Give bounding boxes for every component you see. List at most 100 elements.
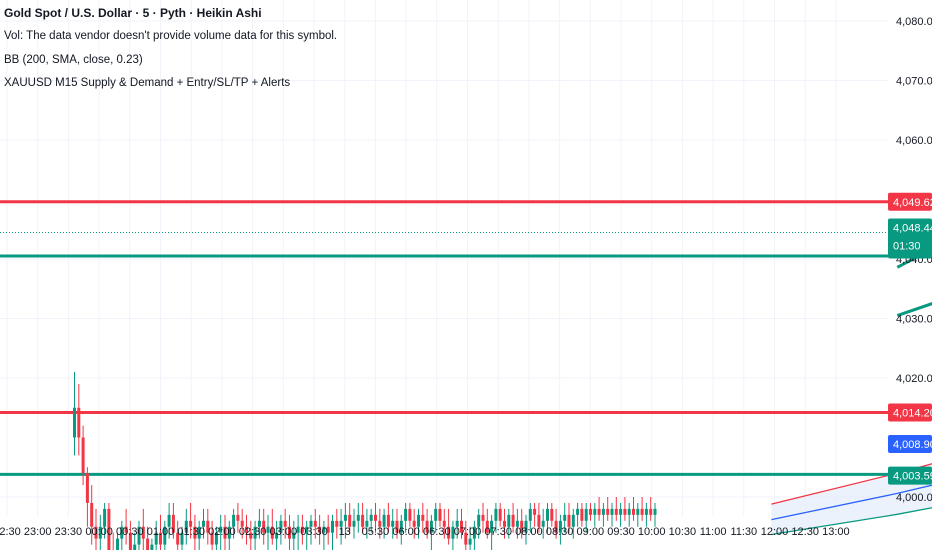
- candle-body: [425, 520, 429, 533]
- candle-body: [494, 508, 498, 521]
- candle-body: [318, 526, 322, 533]
- x-tick-label: 13: [339, 526, 351, 538]
- candle-body: [227, 526, 231, 539]
- candle-body: [584, 508, 588, 521]
- price-tag-label: 4,008.902: [893, 439, 932, 451]
- candle-body: [653, 508, 657, 515]
- candle-body: [369, 514, 373, 521]
- bollinger-lower-line: [771, 507, 932, 536]
- x-tick-label: 22:30: [0, 526, 21, 538]
- candle-body: [81, 437, 85, 474]
- candle-body: [279, 520, 283, 533]
- candle-body: [339, 520, 343, 527]
- price-tag-label: 4,048.448: [893, 223, 932, 235]
- candle-body: [610, 508, 614, 515]
- y-tick-label: 4,030.000: [896, 314, 932, 326]
- x-tick-label: 10:00: [638, 526, 666, 538]
- candle-body: [528, 508, 532, 521]
- candle-body: [472, 526, 476, 539]
- candle-body: [395, 520, 399, 533]
- candle-body: [313, 520, 317, 527]
- bollinger-basis-line: [771, 484, 932, 521]
- symbol-title[interactable]: Gold Spot / U.S. Dollar · 5 · Pyth · Hei…: [4, 6, 262, 20]
- candle-body: [331, 520, 334, 533]
- candle-body: [589, 508, 592, 515]
- price-tag: [888, 466, 932, 485]
- volume-legend[interactable]: Vol: The data vendor doesn't provide vol…: [4, 30, 338, 43]
- candle-body: [210, 532, 214, 545]
- candle-body: [214, 532, 218, 545]
- y-tick-label: 4,000.000: [896, 492, 932, 504]
- candle-body: [202, 520, 205, 527]
- candle-body: [460, 520, 463, 533]
- candle-body: [275, 532, 279, 539]
- candle-body: [515, 520, 519, 527]
- candle-body: [455, 520, 459, 527]
- x-tick-label: 00:30: [116, 526, 144, 538]
- candle-body: [98, 526, 102, 539]
- chart-legend: Gold Spot / U.S. Dollar · 5 · Pyth · Hei…: [4, 2, 337, 96]
- bollinger-legend[interactable]: BB (200, SMA, close, 0.23): [4, 53, 143, 66]
- candle-body: [399, 520, 403, 533]
- x-tick-label: 01:30: [177, 526, 205, 538]
- x-tick-label: 00:00: [85, 526, 113, 538]
- candle-body: [567, 514, 571, 527]
- y-tick-label: 4,060.000: [896, 135, 932, 147]
- candle-body: [292, 532, 296, 539]
- candle-body: [593, 508, 597, 515]
- x-tick-label: 03:30: [300, 526, 328, 538]
- candle-body: [619, 508, 623, 515]
- candle-body: [335, 520, 339, 527]
- candle-body: [649, 508, 653, 515]
- countdown-label: 01:30: [893, 241, 921, 253]
- candle-body: [408, 508, 412, 521]
- candle-body: [352, 520, 356, 527]
- candle-body: [326, 526, 330, 533]
- candle-body: [300, 526, 304, 533]
- candle-body: [374, 514, 377, 521]
- x-tick-label: 06:00: [392, 526, 420, 538]
- candle-body: [601, 508, 605, 515]
- x-tick-label: 09:30: [607, 526, 635, 538]
- candle-body: [137, 526, 141, 545]
- price-tag-label: 4,049.621: [893, 197, 932, 209]
- candle-body: [305, 526, 309, 533]
- indicator-legend[interactable]: XAUUSD M15 Supply & Demand + Entry/SL/TP…: [4, 77, 291, 90]
- candle-body: [417, 514, 420, 527]
- candle-body: [632, 508, 635, 515]
- candle-body: [163, 526, 167, 545]
- price-tag: [888, 435, 932, 454]
- y-tick-label: 4,020.000: [896, 373, 932, 385]
- candle-body: [141, 526, 145, 539]
- x-tick-label: 02:30: [239, 526, 267, 538]
- candle-body: [167, 514, 171, 527]
- candle-body: [180, 532, 184, 545]
- candle-body: [558, 520, 562, 533]
- candle-body: [288, 526, 291, 539]
- candle-body: [546, 508, 549, 521]
- x-tick-label: 07:30: [484, 526, 512, 538]
- x-tick-label: 01:00: [147, 526, 175, 538]
- candle-body: [563, 514, 567, 521]
- x-tick-label: 11:30: [730, 526, 757, 538]
- candle-body: [537, 514, 541, 527]
- candle-body: [253, 526, 257, 539]
- price-tag: [888, 403, 932, 422]
- candle-body: [322, 526, 326, 533]
- candle-body: [90, 502, 94, 527]
- candle-body: [356, 514, 360, 521]
- candle-body: [150, 544, 154, 550]
- candle-body: [223, 526, 227, 539]
- candle-body: [511, 514, 515, 527]
- candle-body: [146, 538, 150, 550]
- candle-body: [262, 520, 266, 533]
- candle-body: [627, 508, 631, 515]
- candle-body: [154, 532, 158, 545]
- candle-body: [391, 520, 395, 527]
- x-tick-label: 07:00: [454, 526, 482, 538]
- candle-body: [498, 508, 502, 521]
- x-tick-label: 23:30: [55, 526, 83, 538]
- x-tick-label: 10:30: [669, 526, 697, 538]
- candle-body: [451, 526, 455, 539]
